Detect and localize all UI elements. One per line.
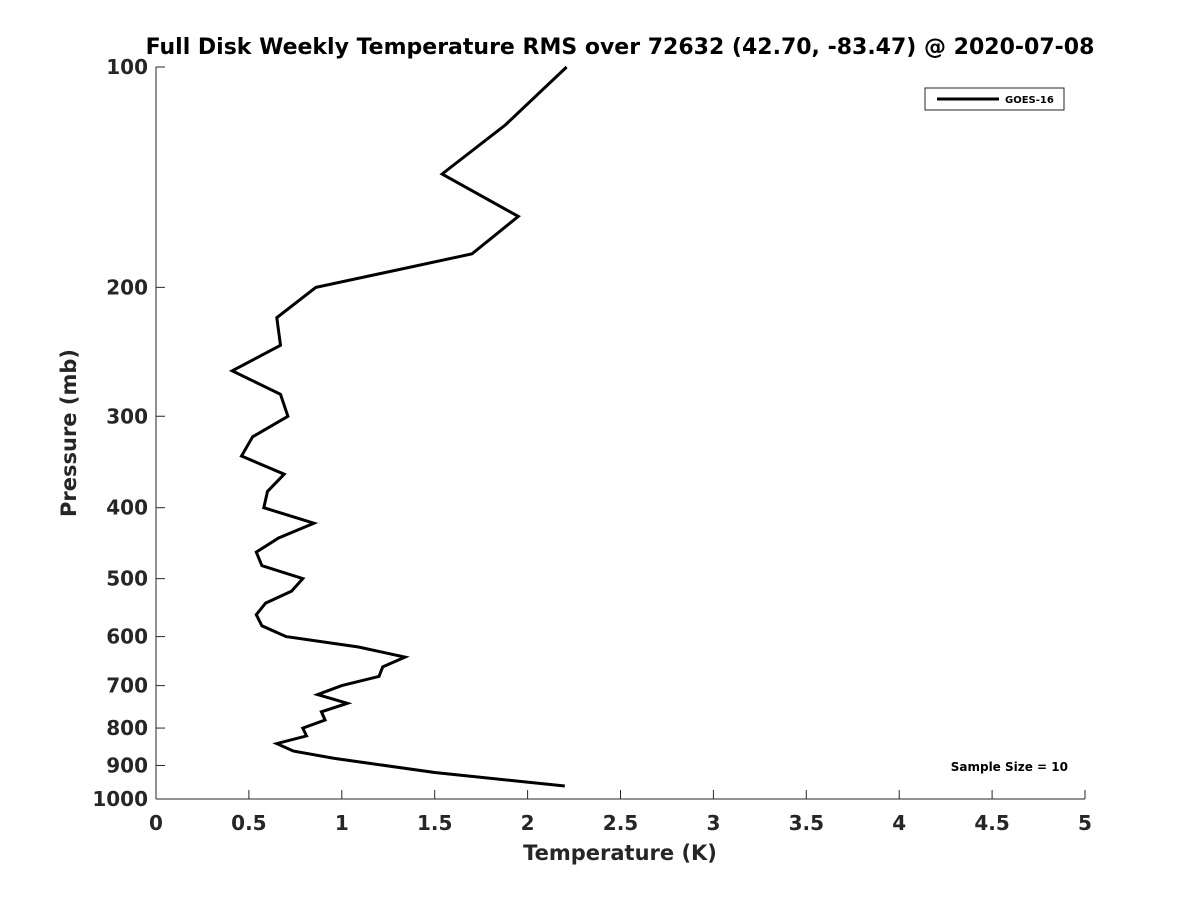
x-ticks: 0 0.5 1 1.5 2 2.5 3 3.5 4 4.5 5 — [149, 790, 1092, 835]
x-tick-label: 1 — [335, 811, 349, 835]
series-line-goes-16 — [228, 65, 568, 788]
y-tick-label: 400 — [106, 496, 148, 520]
legend-label-goes-16: GOES-16 — [1005, 95, 1054, 106]
y-tick-label: 700 — [106, 674, 148, 698]
series-group — [228, 65, 568, 788]
x-tick-label: 3.5 — [789, 811, 824, 835]
legend: GOES-16 — [924, 87, 1065, 111]
y-tick-label: 600 — [106, 625, 148, 649]
y-tick-label: 200 — [106, 275, 148, 299]
x-tick-label: 4 — [892, 811, 906, 835]
y-axis-label: Pressure (mb) — [57, 349, 81, 517]
x-tick-label: 3 — [706, 811, 720, 835]
chart-title: Full Disk Weekly Temperature RMS over 72… — [146, 35, 1095, 60]
y-tick-label: 100 — [106, 55, 148, 79]
x-tick-label: 0.5 — [231, 811, 266, 835]
x-tick-label: 2.5 — [603, 811, 638, 835]
sample-size-annotation: Sample Size = 10 — [951, 760, 1068, 774]
y-tick-label: 300 — [106, 404, 148, 428]
y-tick-label: 1000 — [92, 787, 148, 811]
y-tick-label: 900 — [106, 754, 148, 778]
y-tick-label: 800 — [106, 716, 148, 740]
x-tick-label: 2 — [521, 811, 535, 835]
x-axis-label: Temperature (K) — [523, 841, 717, 865]
x-tick-label: 5 — [1078, 811, 1092, 835]
x-tick-label: 1.5 — [417, 811, 452, 835]
x-tick-label: 0 — [149, 811, 163, 835]
x-tick-label: 4.5 — [974, 811, 1009, 835]
y-ticks: 100 200 300 400 500 600 700 800 900 1000 — [92, 55, 165, 811]
y-tick-label: 500 — [106, 567, 148, 591]
